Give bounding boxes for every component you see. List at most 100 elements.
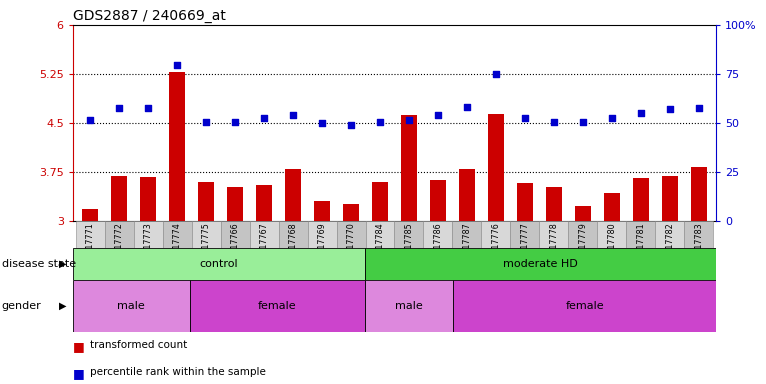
Point: [461, 104, 473, 110]
Bar: [656, 221, 684, 248]
Text: disease state: disease state: [2, 259, 76, 269]
Bar: [105, 221, 133, 248]
Text: GSM217777: GSM217777: [520, 222, 529, 271]
Bar: [192, 221, 221, 248]
Text: male: male: [117, 301, 145, 311]
Bar: [221, 221, 250, 248]
Text: GSM217780: GSM217780: [607, 222, 617, 270]
Text: percentile rank within the sample: percentile rank within the sample: [90, 367, 266, 377]
Text: moderate HD: moderate HD: [503, 259, 578, 269]
Bar: [453, 280, 716, 332]
Text: GSM217779: GSM217779: [578, 222, 588, 271]
Point: [663, 106, 676, 112]
Bar: [546, 187, 562, 221]
Text: GSM217784: GSM217784: [375, 222, 385, 270]
Point: [692, 105, 705, 111]
Text: ■: ■: [73, 367, 84, 380]
Bar: [336, 221, 365, 248]
Point: [316, 120, 328, 126]
Point: [519, 115, 531, 121]
Text: GSM217783: GSM217783: [694, 222, 703, 270]
Point: [606, 115, 618, 121]
Bar: [691, 167, 707, 221]
Bar: [256, 185, 272, 221]
Bar: [453, 221, 482, 248]
Bar: [604, 194, 620, 221]
Bar: [633, 179, 649, 221]
Bar: [401, 115, 417, 221]
Bar: [662, 176, 678, 221]
Bar: [510, 221, 539, 248]
Text: GSM217766: GSM217766: [231, 222, 240, 270]
Text: male: male: [395, 301, 423, 311]
Bar: [459, 169, 475, 221]
Bar: [627, 221, 656, 248]
Text: GSM217782: GSM217782: [666, 222, 674, 271]
Bar: [539, 221, 568, 248]
Text: GSM217776: GSM217776: [492, 222, 500, 271]
Bar: [343, 205, 359, 221]
Point: [258, 115, 270, 121]
Bar: [597, 221, 627, 248]
Text: GSM217773: GSM217773: [144, 222, 152, 271]
Text: GSM217785: GSM217785: [404, 222, 414, 271]
Text: GSM217787: GSM217787: [463, 222, 471, 271]
Bar: [169, 72, 185, 221]
Text: female: female: [565, 301, 604, 311]
Bar: [365, 248, 716, 280]
Text: GSM217781: GSM217781: [637, 222, 645, 270]
Text: ▶: ▶: [59, 301, 67, 311]
Bar: [111, 176, 127, 221]
Text: GSM217770: GSM217770: [346, 222, 355, 271]
Bar: [365, 221, 394, 248]
Bar: [488, 114, 504, 221]
Point: [635, 110, 647, 116]
Bar: [133, 221, 162, 248]
Point: [84, 117, 97, 123]
Text: GSM217772: GSM217772: [115, 222, 123, 271]
Point: [432, 112, 444, 118]
Bar: [250, 221, 279, 248]
Text: female: female: [258, 301, 296, 311]
Point: [142, 105, 154, 111]
Bar: [76, 221, 105, 248]
Bar: [424, 221, 453, 248]
Text: ■: ■: [73, 340, 84, 353]
Bar: [365, 280, 453, 332]
Bar: [285, 169, 301, 221]
Text: GDS2887 / 240669_at: GDS2887 / 240669_at: [73, 8, 226, 23]
Point: [171, 62, 183, 68]
Point: [403, 117, 415, 123]
Bar: [314, 201, 330, 221]
Bar: [227, 187, 243, 221]
Point: [548, 119, 560, 125]
Bar: [190, 280, 365, 332]
Text: GSM217775: GSM217775: [201, 222, 211, 271]
Bar: [517, 183, 533, 221]
Bar: [198, 182, 214, 221]
Text: GSM217767: GSM217767: [260, 222, 269, 271]
Bar: [140, 177, 156, 221]
Bar: [394, 221, 424, 248]
Point: [229, 119, 241, 125]
Point: [345, 122, 357, 128]
Text: GSM217771: GSM217771: [86, 222, 95, 271]
Bar: [430, 180, 446, 221]
Text: transformed count: transformed count: [90, 340, 187, 350]
Point: [374, 119, 386, 125]
Bar: [162, 221, 192, 248]
Bar: [568, 221, 597, 248]
Point: [287, 112, 300, 118]
Bar: [73, 248, 365, 280]
Point: [200, 119, 212, 125]
Text: GSM217786: GSM217786: [434, 222, 443, 270]
Text: GSM217769: GSM217769: [318, 222, 326, 271]
Point: [489, 71, 502, 77]
Bar: [279, 221, 307, 248]
Text: GSM217774: GSM217774: [172, 222, 182, 271]
Text: control: control: [200, 259, 238, 269]
Text: ▶: ▶: [59, 259, 67, 269]
Text: GSM217768: GSM217768: [289, 222, 297, 270]
Bar: [307, 221, 336, 248]
Bar: [82, 209, 98, 221]
